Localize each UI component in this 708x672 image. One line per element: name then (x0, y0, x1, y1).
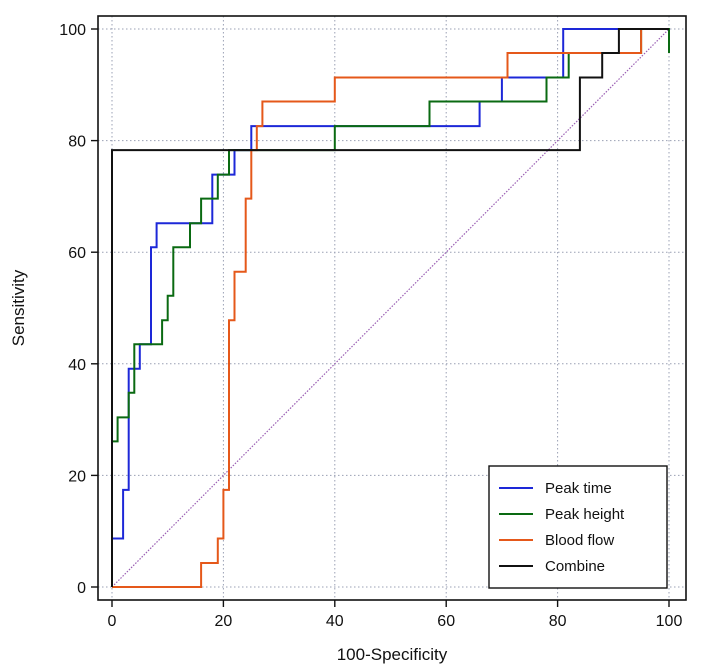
legend-entry-label: Blood flow (545, 532, 614, 549)
legend-box (488, 465, 668, 589)
y-axis-label: Sensitivity (9, 269, 28, 346)
series-layer (111, 28, 670, 588)
x-axis-label: 100-Specificity (337, 645, 448, 664)
y-axis-ticks: 0 20 40 60 80 100 (59, 22, 98, 597)
legend-entry-label: Combine (545, 558, 605, 575)
legend-entry-label: Peak time (545, 480, 612, 497)
x-tick-label: 20 (215, 613, 233, 630)
series-line-peak-height (111, 28, 670, 587)
y-tick-label: 0 (77, 580, 86, 597)
y-tick-label: 40 (68, 357, 86, 374)
series-line-combine (111, 28, 669, 587)
y-tick-label: 100 (59, 22, 86, 39)
y-tick-label: 80 (68, 134, 86, 151)
plot-frame (97, 15, 687, 601)
legend-entry-label: Peak height (545, 506, 625, 523)
series-line-blood-flow (112, 29, 643, 588)
x-tick-label: 40 (326, 613, 344, 630)
x-tick-label: 60 (437, 613, 455, 630)
x-tick-label: 100 (656, 613, 683, 630)
x-tick-label: 0 (108, 613, 117, 630)
x-tick-label: 80 (549, 613, 567, 630)
y-tick-label: 60 (68, 245, 86, 262)
y-tick-label: 20 (68, 468, 86, 485)
reference-diagonal-line (111, 28, 670, 588)
x-axis-ticks: 0 20 40 60 80 100 (108, 600, 683, 630)
legend: Peak time Peak height Blood flow Combine (488, 465, 668, 589)
